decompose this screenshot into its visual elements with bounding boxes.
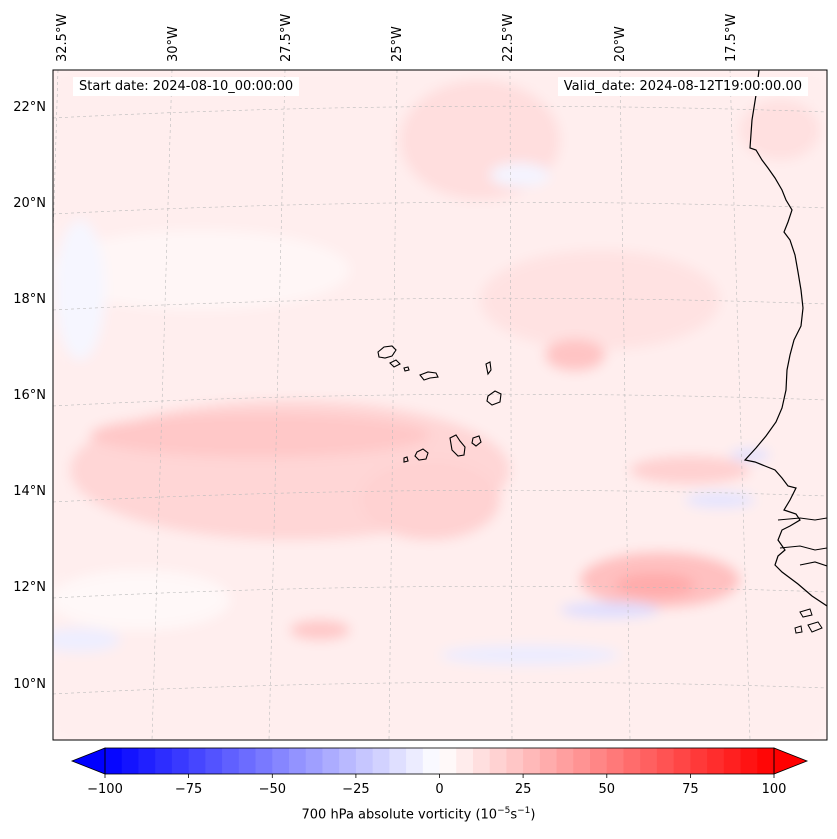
- colorbar-title: 700 hPa absolute vorticity (10−5s−1): [0, 806, 837, 822]
- colorbar-segment: [372, 748, 390, 774]
- start-date-label: Start date: 2024-08-10_00:00:00: [73, 77, 300, 96]
- colorbar-segment: [640, 748, 658, 774]
- colorbar: −100 −75 −50 −25 0 25 50 75 100: [70, 747, 809, 797]
- colorbar-title-exp1: −5: [497, 806, 511, 816]
- lat-label: 10°N: [13, 677, 46, 692]
- map-frame: [52, 69, 828, 741]
- colorbar-segment: [723, 748, 742, 774]
- colorbar-title-exp2: −1: [517, 806, 531, 816]
- island-santo-antao: [377, 345, 397, 359]
- island-sao-nicolau: [419, 371, 439, 381]
- colorbar-tick-labels: −100 −75 −50 −25 0 25 50 75 100: [87, 782, 786, 797]
- gambia-coast: [777, 517, 827, 567]
- lat-label: 12°N: [13, 580, 46, 595]
- colorbar-segment: [389, 748, 407, 774]
- cb-tick-label: 0: [435, 782, 443, 797]
- cb-tick-label: 100: [762, 782, 787, 797]
- colorbar-title-unit: s: [510, 807, 518, 823]
- bijagos-islands: [794, 608, 823, 634]
- longitude-labels: 32.5°W 30°W 27.5°W 25°W 22.5°W 20°W 17.5…: [55, 14, 739, 62]
- colorbar-segment: [322, 748, 340, 774]
- colorbar-segment: [506, 748, 524, 774]
- lat-label: 16°N: [13, 388, 46, 403]
- colorbar-segment: [690, 748, 708, 774]
- lon-label: 27.5°W: [279, 14, 294, 62]
- lat-label: 14°N: [13, 484, 46, 499]
- colorbar-ticks: [104, 774, 775, 778]
- lon-label: 30°W: [166, 26, 181, 62]
- lon-label: 17.5°W: [724, 14, 739, 62]
- valid-date-label: Valid_date: 2024-08-12T19:00:00.00: [557, 77, 808, 96]
- lon-label: 20°W: [613, 26, 628, 62]
- colorbar-segment: [606, 748, 625, 774]
- africa-coastline: [743, 70, 827, 607]
- colorbar-title-end: ): [530, 807, 536, 823]
- island-sal: [485, 361, 492, 376]
- colorbar-segment: [406, 748, 424, 774]
- colorbar-extend-min: [70, 747, 106, 775]
- colorbar-segment: [339, 748, 357, 774]
- lat-label: 20°N: [13, 196, 46, 211]
- colorbar-segment: [456, 748, 474, 774]
- colorbar-segment: [740, 748, 758, 774]
- colorbar-segment: [673, 748, 691, 774]
- colorbar-segment: [757, 748, 775, 774]
- colorbar-segment: [422, 748, 441, 774]
- colorbar-segment: [188, 748, 206, 774]
- colorbar-segment: [355, 748, 374, 774]
- cb-tick-label: 75: [682, 782, 699, 797]
- colorbar-segment: [222, 748, 240, 774]
- lon-label: 22.5°W: [501, 14, 516, 62]
- lat-label: 18°N: [13, 292, 46, 307]
- colorbar-segment: [707, 748, 725, 774]
- colorbar-segment: [623, 748, 641, 774]
- colorbar-segments: [105, 748, 775, 774]
- cape-verde-islands: [377, 345, 502, 463]
- colorbar-segment: [238, 748, 257, 774]
- colorbar-segment: [105, 748, 123, 774]
- island-sao-vicente: [389, 359, 401, 368]
- colorbar-segment: [155, 748, 173, 774]
- lon-label: 25°W: [390, 26, 405, 62]
- island-maio: [471, 435, 482, 447]
- colorbar-title-text: 700 hPa absolute vorticity (10: [301, 807, 498, 823]
- cb-tick-label: −25: [342, 782, 369, 797]
- cb-tick-label: −100: [87, 782, 123, 797]
- colorbar-segment: [439, 748, 457, 774]
- lat-label: 22°N: [13, 100, 46, 115]
- island-boa-vista: [486, 390, 502, 406]
- island-brava: [403, 456, 409, 463]
- colorbar-segment: [489, 748, 508, 774]
- colorbar-segment: [255, 748, 273, 774]
- colorbar-segment: [171, 748, 190, 774]
- colorbar-segment: [556, 748, 574, 774]
- colorbar-segment: [472, 748, 491, 774]
- colorbar-segment: [590, 748, 608, 774]
- cb-tick-label: −50: [259, 782, 286, 797]
- colorbar-extend-max: [773, 747, 809, 775]
- vorticity-field: [53, 70, 827, 740]
- latitude-labels: 22°N 20°N 18°N 16°N 14°N 12°N 10°N: [13, 100, 46, 692]
- colorbar-segment: [573, 748, 591, 774]
- cb-tick-label: 25: [515, 782, 532, 797]
- colorbar-segment: [205, 748, 223, 774]
- lon-label: 32.5°W: [55, 14, 70, 62]
- colorbar-segment: [272, 748, 290, 774]
- colorbar-segment: [288, 748, 307, 774]
- colorbar-segment: [305, 748, 324, 774]
- cb-tick-label: −75: [175, 782, 202, 797]
- gridlines: [53, 70, 827, 740]
- colorbar-segment: [656, 748, 675, 774]
- colorbar-segment: [138, 748, 156, 774]
- island-santiago: [449, 434, 466, 457]
- colorbar-segment: [523, 748, 541, 774]
- island-fogo: [414, 448, 429, 461]
- cb-tick-label: 50: [599, 782, 616, 797]
- island-santa-luzia: [403, 366, 410, 372]
- colorbar-segment: [121, 748, 140, 774]
- colorbar-segment: [539, 748, 558, 774]
